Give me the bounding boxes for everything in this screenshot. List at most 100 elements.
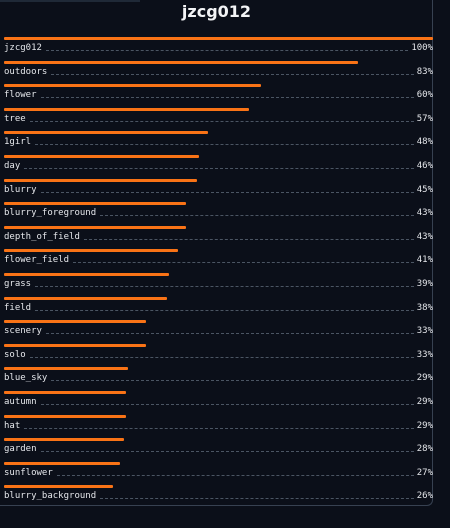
tag-row-text: depth_of_field 43%: [4, 231, 433, 243]
dotted-leader: [83, 238, 414, 240]
tag-confidence: 29%: [416, 420, 433, 431]
tag-row[interactable]: flower_field 41%: [0, 249, 433, 273]
tag-row[interactable]: day 46%: [0, 154, 433, 179]
tag-label: flower_field: [4, 255, 70, 266]
tag-label: sunflower: [4, 467, 53, 478]
dotted-leader: [45, 50, 409, 51]
tag-row[interactable]: depth_of_field 43%: [0, 225, 433, 250]
tag-label: garden: [4, 444, 37, 455]
tag-row-text: blurry_foreground 43%: [4, 207, 433, 219]
tag-confidence: 33%: [416, 349, 433, 360]
tag-confidence: 57%: [416, 113, 433, 124]
top-tab-strip: [0, 0, 140, 2]
tag-label: solo: [4, 349, 26, 360]
tag-row[interactable]: jzcg012 100%: [0, 37, 433, 61]
dotted-leader: [35, 285, 414, 287]
confidence-bar: [4, 107, 249, 111]
tag-label: grass: [4, 278, 32, 289]
dotted-leader: [100, 498, 414, 500]
tag-confidence: 39%: [416, 278, 433, 289]
tag-label: depth_of_field: [4, 231, 80, 242]
tag-label: jzcg012: [4, 43, 42, 53]
confidence-bar: [4, 225, 187, 229]
tag-label: blurry_foreground: [4, 208, 97, 219]
tag-row-text: grass 39%: [4, 278, 433, 290]
dotted-leader: [40, 191, 414, 193]
confidence-bar: [4, 296, 168, 300]
confidence-bar: [4, 461, 120, 465]
dotted-leader: [100, 215, 414, 217]
tag-row[interactable]: grass 39%: [0, 272, 433, 297]
tag-row-text: blurry_background 26%: [4, 490, 433, 502]
tag-row[interactable]: garden 28%: [0, 438, 433, 462]
tag-row[interactable]: blurry_background 26%: [0, 485, 433, 509]
tag-row[interactable]: solo 33%: [0, 343, 433, 368]
confidence-bar: [4, 320, 146, 324]
dotted-leader: [29, 120, 414, 122]
tag-row-text: solo 33%: [4, 349, 433, 361]
tag-row[interactable]: field 38%: [0, 296, 433, 321]
tag-row-text: autumn 29%: [4, 396, 433, 408]
confidence-bar: [4, 202, 187, 206]
dotted-leader: [45, 333, 414, 335]
tag-label: hat: [4, 420, 21, 431]
tag-row[interactable]: autumn 29%: [0, 390, 433, 415]
tag-row-text: flower 60%: [4, 89, 433, 101]
tag-row-text: flower_field 41%: [4, 254, 433, 266]
tag-row[interactable]: blue_sky 29%: [0, 367, 433, 391]
tag-row-text: sunflower 27%: [4, 467, 433, 479]
tag-row-text: 1girl 48%: [4, 136, 433, 148]
tag-label: tree: [4, 113, 26, 124]
confidence-bar: [4, 249, 178, 253]
dotted-leader: [29, 356, 414, 358]
confidence-bar: [4, 272, 170, 276]
label-output-panel: jzcg012 jzcg012 100% outdoors 83% flower 60% t…: [0, 0, 433, 506]
tag-confidence: 45%: [416, 184, 433, 195]
confidence-bar: [4, 131, 208, 135]
dotted-leader: [51, 380, 414, 382]
tag-label: 1girl: [4, 137, 32, 148]
dotted-leader: [24, 167, 414, 169]
tag-label: blurry_background: [4, 491, 97, 502]
tag-label: autumn: [4, 396, 37, 407]
dotted-leader: [51, 73, 414, 75]
dotted-leader: [40, 451, 414, 453]
confidence-bar: [4, 390, 127, 394]
tag-confidence: 43%: [416, 208, 433, 219]
tag-row[interactable]: scenery 33%: [0, 320, 433, 344]
tag-confidence: 38%: [416, 302, 433, 313]
tag-confidence: 27%: [416, 467, 433, 478]
dotted-leader: [35, 144, 414, 146]
tag-row[interactable]: blurry 45%: [0, 178, 433, 203]
tag-row-text: jzcg012 100%: [4, 42, 433, 54]
tag-row-text: scenery 33%: [4, 325, 433, 337]
tag-row[interactable]: blurry_foreground 43%: [0, 202, 433, 226]
confidence-bar: [4, 414, 127, 418]
tag-row[interactable]: tree 57%: [0, 107, 433, 132]
confidence-bar: [4, 37, 433, 40]
tag-confidence: 29%: [416, 373, 433, 384]
tag-row-text: blue_sky 29%: [4, 372, 433, 384]
tag-confidence: 41%: [416, 255, 433, 266]
tag-row[interactable]: sunflower 27%: [0, 461, 433, 486]
tag-confidence: 28%: [416, 444, 433, 455]
tag-label: blurry: [4, 184, 37, 195]
tag-row-text: field 38%: [4, 302, 433, 314]
confidence-bar: [4, 178, 198, 182]
tag-confidence: 43%: [416, 231, 433, 242]
confidence-bar: [4, 367, 129, 371]
dotted-leader: [24, 427, 414, 429]
tag-row[interactable]: outdoors 83%: [0, 60, 433, 85]
dotted-leader: [40, 97, 414, 99]
tag-row-text: outdoors 83%: [4, 66, 433, 78]
tag-confidence-list: jzcg012 100% outdoors 83% flower 60% tree 57% 1g…: [0, 37, 433, 509]
tag-row-text: hat 29%: [4, 420, 433, 432]
confidence-bar: [4, 438, 125, 442]
tag-confidence: 100%: [411, 43, 433, 53]
tag-row[interactable]: hat 29%: [0, 414, 433, 439]
tag-label: day: [4, 160, 21, 171]
tag-label: flower: [4, 90, 37, 101]
confidence-bar: [4, 343, 146, 347]
tag-row[interactable]: flower 60%: [0, 84, 433, 108]
tag-row[interactable]: 1girl 48%: [0, 131, 433, 155]
